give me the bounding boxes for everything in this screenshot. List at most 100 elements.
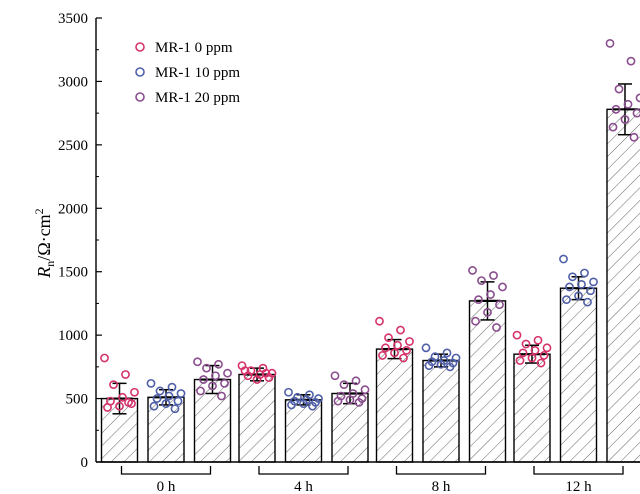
group-bracket — [395, 466, 487, 475]
data-point — [515, 356, 525, 365]
data-point — [559, 254, 568, 264]
data-point — [577, 279, 586, 289]
data-point — [167, 382, 177, 392]
data-point — [378, 351, 387, 360]
data-points-layer — [100, 38, 640, 414]
data-point — [193, 357, 202, 367]
data-point — [498, 282, 507, 292]
y-tick-label: 3500 — [58, 11, 88, 27]
data-point — [214, 359, 223, 369]
data-point — [211, 371, 220, 381]
data-point — [474, 295, 483, 305]
data-point — [354, 397, 364, 407]
data-point — [170, 404, 180, 414]
data-point — [608, 122, 618, 132]
data-point — [155, 386, 165, 396]
data-point — [100, 353, 109, 363]
legend-label: MR-1 20 ppm — [155, 90, 240, 106]
legend-label: MR-1 0 ppm — [155, 40, 233, 56]
data-point — [146, 378, 156, 388]
data-point — [589, 277, 598, 287]
data-point — [530, 345, 540, 355]
bars-layer — [100, 108, 640, 463]
y-tick-label: 0 — [81, 455, 89, 471]
group-bracket — [258, 466, 349, 475]
data-point — [261, 368, 271, 378]
data-point — [611, 104, 621, 114]
data-point — [333, 396, 343, 406]
bar — [513, 353, 551, 463]
data-point — [568, 272, 577, 282]
data-point — [121, 370, 130, 379]
x-category-label: 8 h — [432, 479, 451, 494]
y-tick-label: 1500 — [58, 265, 88, 281]
data-point — [614, 84, 624, 94]
data-point — [623, 99, 633, 109]
data-point — [527, 353, 537, 363]
data-point — [176, 389, 186, 398]
legend-marker — [135, 92, 145, 102]
bar — [606, 108, 640, 463]
data-point — [402, 345, 411, 355]
data-point — [217, 391, 226, 401]
data-point — [345, 395, 355, 405]
data-point — [445, 362, 455, 372]
group-bracket — [120, 466, 212, 475]
data-point — [199, 375, 208, 384]
y-axis-title: Rn/Ω·cm2 — [32, 208, 57, 278]
data-point — [360, 385, 370, 395]
data-point — [339, 380, 349, 390]
data-point — [629, 132, 639, 142]
data-point — [152, 394, 162, 403]
data-point — [161, 399, 171, 409]
y-tick-label: 500 — [66, 392, 89, 408]
data-point — [351, 376, 361, 386]
data-point — [580, 268, 589, 278]
data-point — [477, 276, 486, 285]
data-point — [390, 348, 399, 358]
data-point — [240, 366, 250, 376]
data-point — [124, 397, 133, 407]
legend-marker — [135, 67, 145, 77]
data-point — [384, 333, 393, 343]
data-point — [103, 403, 112, 412]
data-point — [393, 340, 402, 350]
data-point — [130, 387, 139, 397]
data-point — [565, 282, 574, 292]
data-point — [536, 358, 546, 368]
bar — [422, 359, 460, 463]
x-category-label: 4 h — [294, 479, 313, 494]
x-category-label: 0 h — [157, 479, 176, 494]
data-point — [483, 307, 492, 317]
data-point — [620, 115, 630, 124]
data-point — [284, 387, 293, 397]
data-point — [442, 348, 452, 358]
data-point — [299, 399, 308, 409]
data-point — [375, 316, 384, 326]
data-point — [471, 316, 480, 326]
data-point — [486, 290, 495, 299]
bar — [238, 373, 276, 463]
x-category-label: 12 h — [565, 479, 592, 494]
data-point — [196, 386, 205, 396]
data-point — [118, 392, 127, 402]
data-point — [396, 325, 405, 335]
data-point — [492, 323, 501, 332]
data-point — [562, 295, 571, 305]
group-brackets-layer: 0 h 4 h 8 h 12 h — [120, 466, 624, 494]
legend-label: MR-1 10 ppm — [155, 65, 240, 81]
data-point — [424, 361, 434, 370]
data-point — [586, 286, 595, 296]
data-point — [421, 343, 431, 353]
group-bracket — [533, 466, 624, 475]
legend: MR-1 0 ppm MR-1 10 ppm MR-1 20 ppm — [135, 40, 240, 106]
data-point — [539, 351, 549, 360]
data-point — [109, 380, 118, 390]
y-tick-label: 1000 — [58, 328, 88, 344]
data-point — [399, 353, 408, 363]
y-tick-label: 3000 — [58, 74, 88, 90]
data-point — [330, 371, 340, 381]
data-point — [635, 93, 640, 103]
data-point — [468, 266, 477, 275]
